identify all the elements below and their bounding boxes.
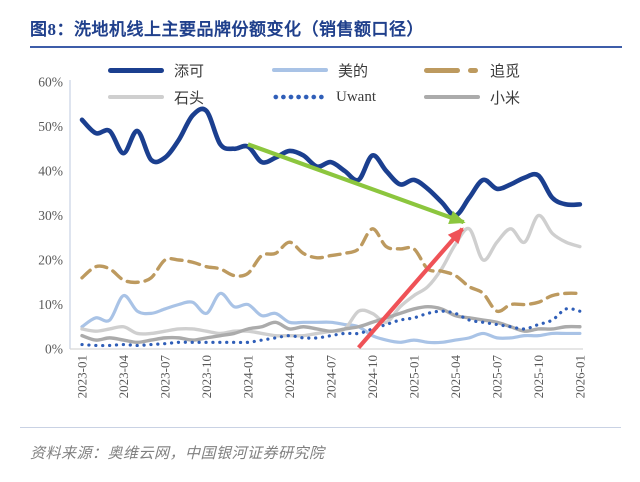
y-axis-tick-label: 50% — [38, 119, 63, 134]
legend-label-roborock: 石头 — [174, 90, 205, 107]
x-axis-tick-label: 2025-10 — [531, 355, 546, 398]
legend-item-xiaomi: 小米 — [424, 87, 594, 107]
legend-label-dreame: 追觅 — [490, 63, 521, 80]
legend-label-tineco: 添可 — [174, 63, 205, 80]
footer-divider — [20, 427, 621, 428]
series-line-dreame — [80, 227, 582, 314]
y-axis-tick-label: 0% — [45, 342, 63, 357]
x-axis-tick-label: 2026-01 — [572, 355, 587, 398]
legend-label-xiaomi: 小米 — [490, 90, 521, 107]
tineco-decline-arrow — [247, 142, 466, 225]
x-axis-tick-label: 2023-07 — [157, 355, 172, 399]
series-line-uwant — [80, 307, 582, 348]
y-axis-tick-label: 60% — [38, 75, 63, 90]
x-axis-tick-label: 2025-07 — [489, 355, 504, 399]
series-line-roborock — [80, 213, 582, 338]
x-axis-tick-label: 2023-10 — [199, 355, 214, 398]
uwant-dotted-line-icon — [272, 94, 326, 100]
x-axis-tick-label: 2024-04 — [282, 355, 297, 399]
legend-item-roborock: 石头 — [108, 87, 272, 107]
y-axis-tick-label: 20% — [38, 253, 63, 268]
x-axis-tick-label: 2025-04 — [448, 355, 463, 399]
midea-line-icon — [272, 68, 328, 72]
xiaomi-line-icon — [424, 94, 480, 100]
series-line-midea — [80, 291, 582, 345]
x-axis-tick-label: 2025-01 — [406, 355, 421, 398]
title-divider — [30, 46, 622, 48]
dreame-dashed-line-icon — [424, 67, 480, 73]
y-axis-tick-label: 30% — [38, 208, 63, 223]
x-axis-tick-label: 2024-07 — [323, 355, 338, 399]
y-axis-tick-label: 10% — [38, 297, 63, 312]
legend-item-tineco: 添可 — [108, 60, 272, 80]
x-axis-tick-label: 2023-01 — [75, 355, 90, 398]
figure-title: 图8：洗地机线上主要品牌份额变化（销售额口径） — [30, 20, 424, 39]
series-line-xiaomi — [80, 305, 582, 345]
tineco-line-icon — [108, 67, 164, 73]
series-line-tineco — [79, 106, 583, 218]
roborock-rise-arrow — [357, 227, 464, 350]
legend-item-uwant: Uwant — [272, 87, 424, 107]
roborock-line-icon — [108, 94, 164, 100]
x-axis-tick-label: 2023-04 — [116, 355, 131, 399]
legend-label-uwant: Uwant — [336, 88, 376, 105]
chart-legend: 添可 美的 追觅 石头 Uwant 小米 — [108, 60, 594, 107]
x-axis-tick-label: 2024-01 — [240, 355, 255, 398]
x-axis-tick-label: 2024-10 — [365, 355, 380, 398]
legend-item-dreame: 追觅 — [424, 60, 594, 80]
legend-item-midea: 美的 — [272, 60, 424, 80]
source-note: 资料来源：奥维云网，中国银河证券研究院 — [30, 446, 325, 462]
legend-label-midea: 美的 — [338, 63, 369, 80]
y-axis-tick-label: 40% — [38, 164, 63, 179]
